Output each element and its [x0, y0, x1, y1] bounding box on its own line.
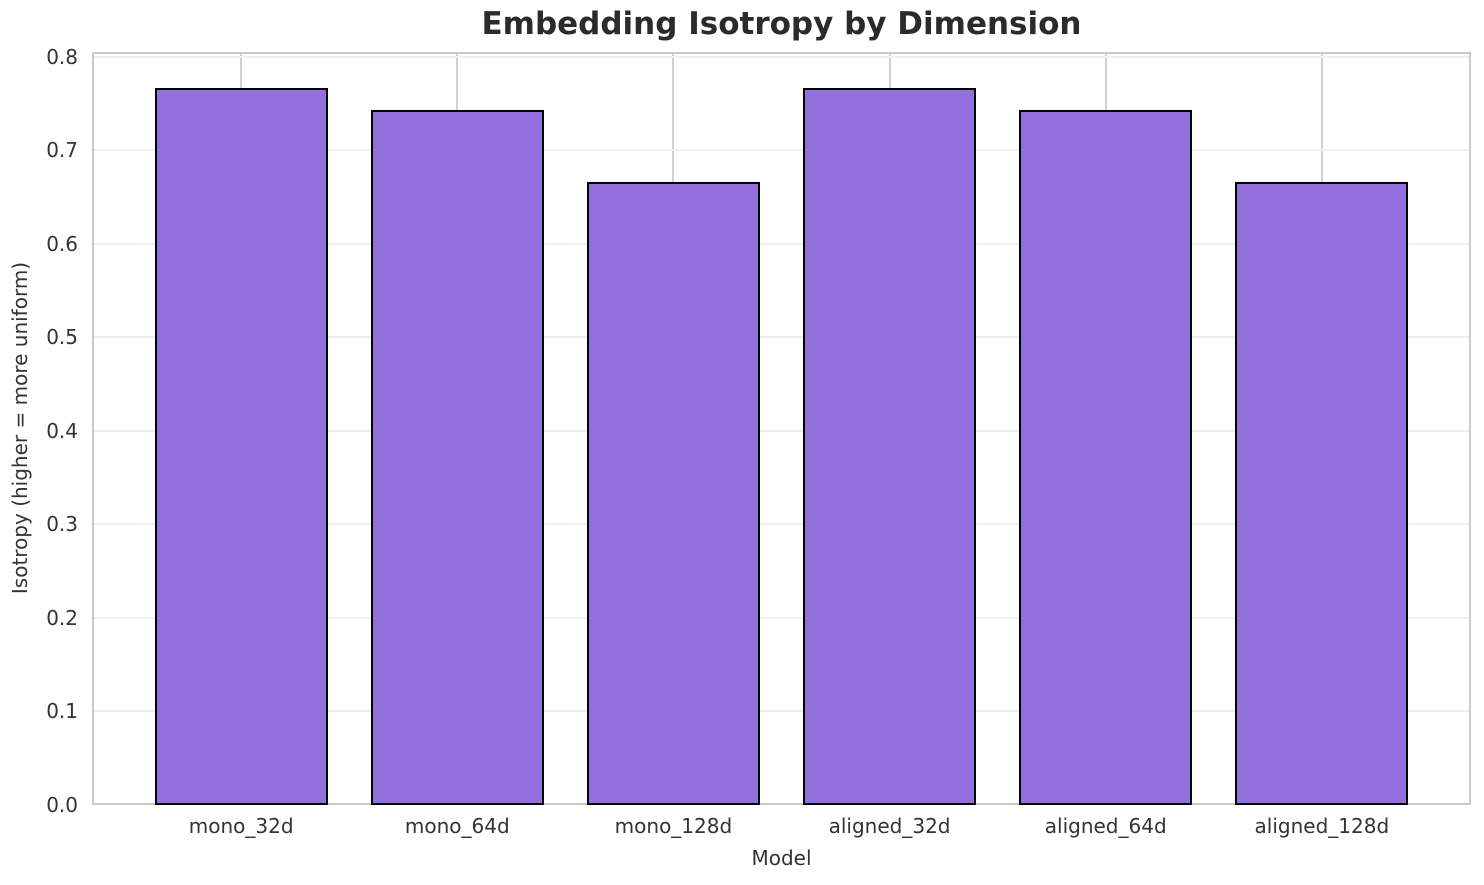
x-axis-label: Model: [751, 846, 812, 870]
y-gridline-0.5: [94, 336, 1469, 339]
ytick-label-0.1: 0.1: [46, 699, 78, 724]
xtick-label-aligned_128d: aligned_128d: [1254, 814, 1390, 838]
ytick-label-0.8: 0.8: [46, 44, 78, 69]
ytick-label-0.5: 0.5: [46, 325, 78, 350]
xtick-label-aligned_64d: aligned_64d: [1044, 814, 1167, 838]
xtick-label-aligned_32d: aligned_32d: [828, 814, 951, 838]
bar-aligned_128d: [1235, 182, 1409, 805]
y-gridline-0.3: [94, 523, 1469, 526]
ytick-label-0.4: 0.4: [46, 418, 78, 443]
ytick-label-0.7: 0.7: [46, 138, 78, 163]
bar-mono_32d: [154, 88, 328, 805]
bar-aligned_32d: [803, 88, 977, 805]
chart-title: Embedding Isotropy by Dimension: [481, 6, 1082, 42]
xtick-label-mono_128d: mono_128d: [614, 814, 733, 838]
y-gridline-0.1: [94, 710, 1469, 713]
y-gridline-0.8: [94, 55, 1469, 58]
xtick-label-mono_64d: mono_64d: [404, 814, 510, 838]
y-gridline-0.2: [94, 616, 1469, 619]
y-gridline-0.4: [94, 429, 1469, 432]
ytick-label-0.2: 0.2: [46, 605, 78, 630]
y-gridline-0.6: [94, 242, 1469, 245]
xtick-label-mono_32d: mono_32d: [188, 814, 294, 838]
ytick-label-0.0: 0.0: [46, 793, 78, 817]
bar-mono_128d: [586, 182, 760, 805]
bar-aligned_64d: [1019, 109, 1193, 805]
ytick-label-0.3: 0.3: [46, 512, 78, 537]
ytick-label-0.6: 0.6: [46, 231, 78, 256]
y-gridline-0.7: [94, 149, 1469, 152]
bar-mono_64d: [370, 109, 544, 805]
